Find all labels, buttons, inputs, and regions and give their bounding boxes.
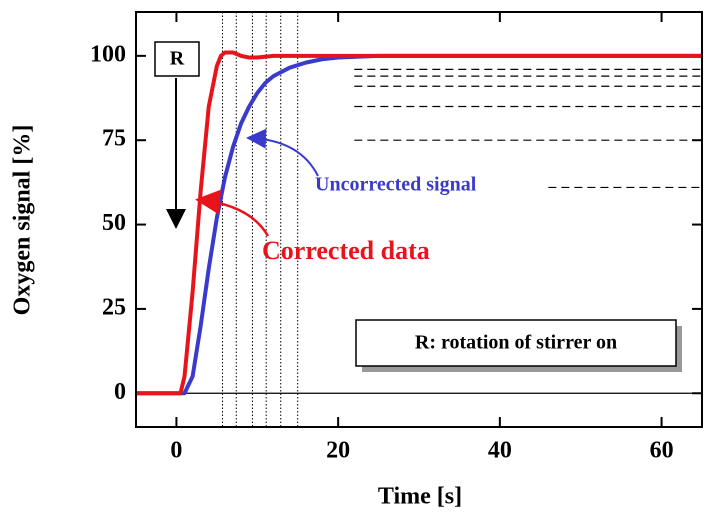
x-tick-label: 0 <box>170 438 182 464</box>
r-box <box>154 41 200 77</box>
y-tick-label: 25 <box>102 294 126 320</box>
y-tick-label: 50 <box>102 210 126 236</box>
x-tick-label: 20 <box>326 438 350 464</box>
note-box <box>355 319 677 367</box>
red-label: Corrected data <box>262 236 430 265</box>
x-tick-label: 60 <box>650 438 674 464</box>
y-tick-label: 0 <box>114 379 126 405</box>
blue-arrow <box>246 128 319 177</box>
x-tick-label: 40 <box>488 438 512 464</box>
blue-label: Uncorrected signal <box>315 174 477 196</box>
r-label: R <box>170 48 185 70</box>
x-axis-title: Time [s] <box>378 484 462 510</box>
red-arrow <box>195 189 270 237</box>
y-tick-label: 100 <box>90 41 126 67</box>
series-line <box>136 50 702 396</box>
plot-frame <box>135 11 703 428</box>
plot-area: 0 25 50 75 100 0 20 40 60 <box>90 12 702 464</box>
y-axis-title: Oxygen signal [%] <box>10 125 36 316</box>
note-text: R: rotation of stirrer on <box>415 332 617 354</box>
y-tick-label: 75 <box>102 126 126 152</box>
